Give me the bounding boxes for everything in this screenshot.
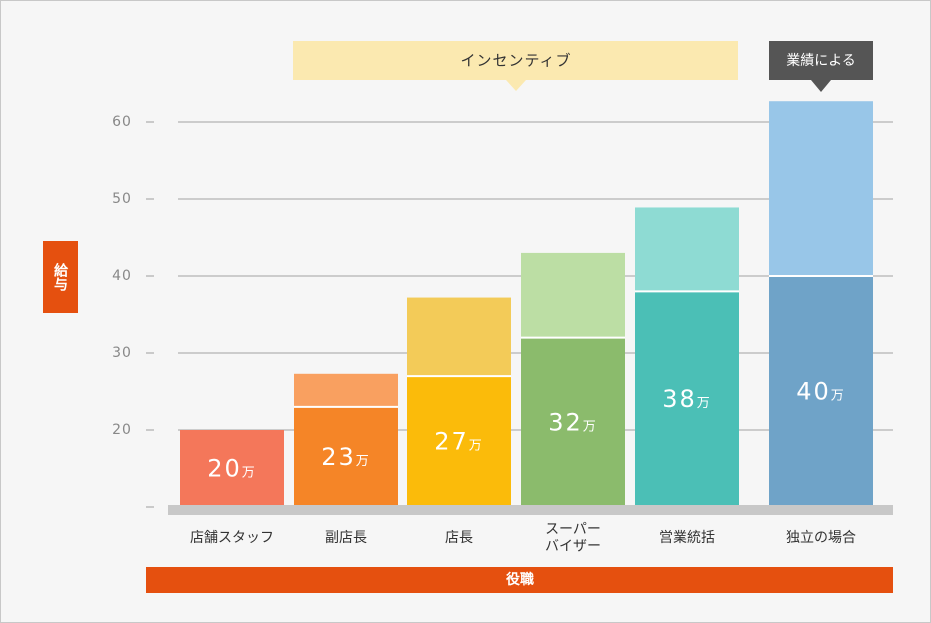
y-tick-label: 20 [112,422,132,438]
x-tick-label: 店長 [445,530,473,546]
annotation-pointer [506,80,526,91]
x-axis-label-box [146,567,893,593]
value-label: 38万 [662,385,712,413]
y-axis-label-box [43,241,78,313]
bar-segment [180,430,284,505]
annotation-box [769,41,873,80]
annotation: 業績による [786,53,856,69]
value-label: 20万 [207,455,257,483]
baseline [168,505,893,515]
value-label: 32万 [548,408,598,436]
bar-segment [294,373,398,407]
y-tick-label: 60 [112,114,132,130]
value-label: 23万 [321,443,371,471]
bar-segment [294,406,398,505]
x-tick-label: 副店長 [325,530,367,546]
x-axis-label: 役職 [506,571,534,588]
y-tick-label: 40 [112,268,132,284]
bar-segment [635,207,739,292]
y-tick-label: 50 [112,191,132,207]
y-tick-label: 30 [112,345,132,361]
x-tick-label: 営業統括 [659,530,715,546]
bar-segment [407,297,511,377]
annotation-pointer [811,80,831,92]
y-axis-label: 給与 [52,262,68,292]
bar-segment [769,101,873,277]
bar-segment [635,291,739,505]
bar-segment [407,376,511,505]
annotation-box [293,41,738,80]
x-tick-label: スーパーバイザー [545,522,601,555]
x-tick-label: 店舗スタッフ [190,530,274,546]
x-tick-label: 独立の場合 [786,530,856,546]
bar-segment [769,276,873,505]
value-label: 40万 [796,378,846,406]
bar-segment [521,252,625,338]
annotation: インセンティブ [460,52,571,70]
bar-segment [521,337,625,505]
value-label: 27万 [434,428,484,456]
